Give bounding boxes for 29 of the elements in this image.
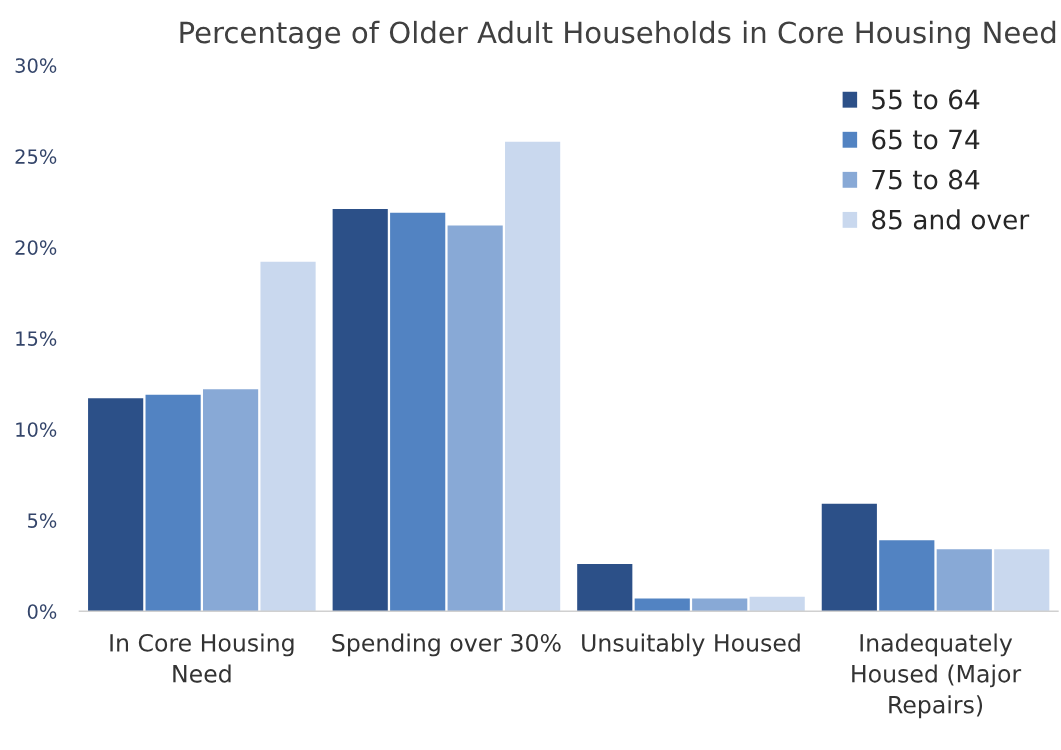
bar [390, 212, 446, 612]
chart-title: Percentage of Older Adult Households in Core Housing Need [180, 20, 1056, 50]
y-tick-label: 30% [15, 58, 57, 73]
x-tick-label: In Core Housing Need [110, 633, 294, 683]
bar [203, 389, 259, 612]
bar [505, 141, 561, 612]
bar [879, 540, 935, 612]
bar [936, 549, 992, 612]
y-tick-label: 20% [15, 240, 57, 255]
bar [260, 261, 316, 612]
bar [88, 398, 144, 612]
x-tick-label: Spending over 30% [332, 633, 561, 657]
bar [994, 549, 1050, 612]
y-tick-label: 10% [16, 422, 57, 437]
y-tick-label: 5% [28, 513, 57, 528]
bar [447, 225, 503, 612]
bar [821, 503, 877, 612]
legend-label: 55 to 64 [872, 89, 980, 110]
bar [577, 563, 633, 612]
x-tick-label: Unsuitably Housed [582, 633, 800, 657]
bar [145, 394, 201, 612]
legend-label: 75 to 84 [872, 169, 980, 190]
legend-label: 65 to 74 [872, 129, 980, 150]
bar [332, 209, 388, 612]
x-tick-label: Inadequately Housed (Major Repairs) [852, 633, 1022, 719]
y-tick-label: 0% [27, 604, 57, 619]
legend-label: 85 and over [872, 209, 1030, 230]
y-tick-label: 25% [15, 149, 57, 164]
y-tick-label: 15% [16, 331, 57, 346]
